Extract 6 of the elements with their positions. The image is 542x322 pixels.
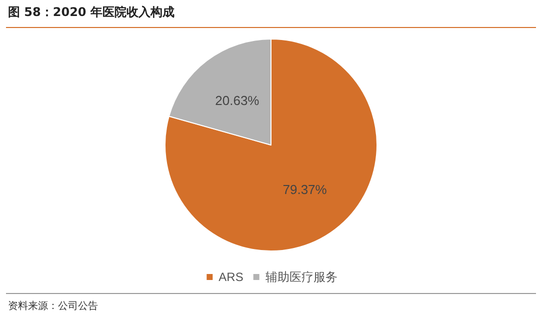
legend-label: 辅助医疗服务 xyxy=(265,270,338,284)
legend-label: ARS xyxy=(218,270,244,284)
data-label: 20.63% xyxy=(215,92,260,108)
data-label: 79.37% xyxy=(282,182,328,198)
text: 资料来源：公司公告 xyxy=(8,300,98,313)
chart-title: 图 58：2020 年医院收入构成 xyxy=(8,4,174,21)
